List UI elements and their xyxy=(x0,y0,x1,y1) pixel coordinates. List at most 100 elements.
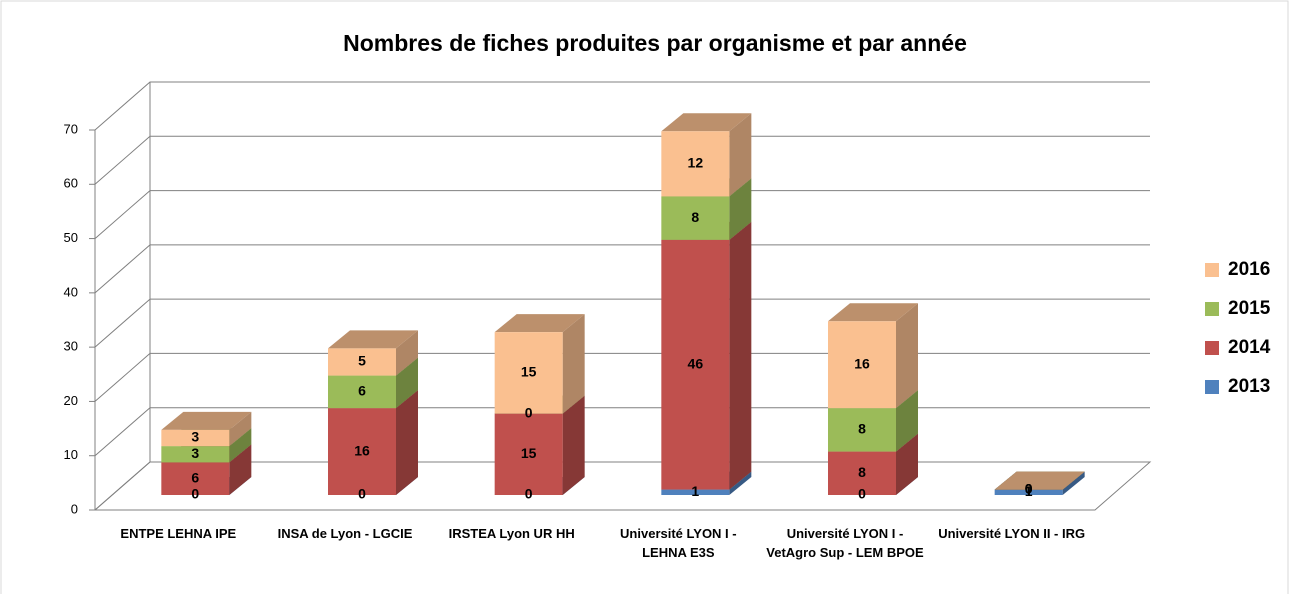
bar-side xyxy=(729,471,752,495)
data-label: 0 xyxy=(1025,480,1033,496)
bar-segment xyxy=(328,330,418,376)
data-label: 1 xyxy=(1025,483,1033,499)
grid-line xyxy=(94,461,1150,511)
grid-line xyxy=(94,352,1150,402)
bar-front xyxy=(661,489,730,495)
bar-front xyxy=(494,413,563,495)
bar-front xyxy=(328,375,396,409)
data-label: 16 xyxy=(354,442,370,458)
x-tick-label: Université LYON I - VetAgro Sup - LEM BP… xyxy=(766,526,924,560)
data-label: 8 xyxy=(858,464,866,480)
legend-label: 2014 xyxy=(1228,337,1271,358)
grid-line xyxy=(94,190,1150,239)
bar-segment xyxy=(661,221,752,490)
bar-segment xyxy=(328,390,418,495)
data-label: 3 xyxy=(191,445,199,461)
grid-line xyxy=(94,135,1150,185)
bar-side xyxy=(562,314,585,414)
bar-side xyxy=(1062,471,1085,495)
data-label: 8 xyxy=(691,209,699,225)
data-label: 0 xyxy=(1025,480,1033,496)
bar-front xyxy=(828,408,896,452)
bar-front xyxy=(828,451,896,495)
data-label: 6 xyxy=(191,469,199,485)
bar-front xyxy=(494,332,563,414)
data-label: 46 xyxy=(688,355,704,371)
bar-side xyxy=(562,395,585,495)
grid-line xyxy=(94,407,1150,457)
x-tick-label: ENTPE LEHNA IPE xyxy=(120,526,237,541)
bar-top xyxy=(828,303,918,322)
grid-line xyxy=(94,298,1150,348)
data-label: 3 xyxy=(191,429,199,445)
bar-front xyxy=(828,321,896,409)
bar-side xyxy=(396,390,418,495)
legend-swatch xyxy=(1205,380,1219,394)
bar-front xyxy=(328,348,396,376)
y-tick-label: 30 xyxy=(64,339,78,354)
bar-side xyxy=(896,303,918,409)
bar-segment xyxy=(494,314,585,414)
x-tick-label: IRSTEA Lyon UR HH xyxy=(448,526,575,541)
bar-side xyxy=(396,330,418,376)
bar-front xyxy=(328,408,396,495)
bar-top xyxy=(661,113,752,132)
legend-label: 2013 xyxy=(1228,376,1270,397)
data-label: 0 xyxy=(525,486,533,502)
bar-segment xyxy=(828,303,918,409)
bar-front xyxy=(994,489,1063,495)
data-label: 16 xyxy=(854,355,870,371)
data-label: 0 xyxy=(358,486,366,502)
bar-segment xyxy=(161,411,252,447)
bar-segment xyxy=(994,471,1085,490)
bar-side xyxy=(729,178,752,240)
legend-swatch xyxy=(1205,302,1219,316)
bar-side xyxy=(896,433,918,495)
data-label: 0 xyxy=(191,486,199,502)
floor xyxy=(93,461,1152,511)
data-label: 1 xyxy=(691,483,699,499)
bar-side xyxy=(729,221,752,490)
data-label: 8 xyxy=(858,421,866,437)
bar-front xyxy=(661,131,730,197)
legend-swatch xyxy=(1205,341,1219,355)
bar-side xyxy=(396,357,418,409)
y-tick-label: 0 xyxy=(71,501,78,516)
data-label: 0 xyxy=(1025,480,1033,496)
legend-swatch xyxy=(1205,263,1219,277)
bar-top xyxy=(161,411,252,430)
y-tick-label: 20 xyxy=(64,393,78,408)
data-label: 0 xyxy=(525,404,533,420)
y-tick-label: 70 xyxy=(64,121,78,136)
bar-side xyxy=(729,113,752,197)
y-tick-label: 60 xyxy=(64,176,78,191)
grid-line xyxy=(94,244,1150,294)
bar-front xyxy=(161,446,230,463)
bar-front xyxy=(161,462,230,495)
legend-label: 2015 xyxy=(1228,298,1271,319)
bar-front xyxy=(161,429,230,447)
data-label: 12 xyxy=(688,155,704,171)
bar-side xyxy=(896,390,918,452)
data-label: 15 xyxy=(521,364,537,380)
data-label: 5 xyxy=(358,353,366,369)
x-tick-label: INSA de Lyon - LGCIE xyxy=(277,526,413,541)
data-label: 15 xyxy=(521,445,537,461)
grid-line xyxy=(94,81,1150,131)
x-tick-label: Université LYON I - LEHNA E3S xyxy=(620,526,737,560)
chart-title: Nombres de fiches produites par organism… xyxy=(343,30,967,56)
bar-segment xyxy=(661,113,752,197)
bar-side xyxy=(229,411,252,447)
x-tick-label: Université LYON II - IRG xyxy=(938,526,1086,541)
bar-side xyxy=(229,444,252,495)
data-label: 0 xyxy=(858,486,866,502)
bar-top xyxy=(494,314,585,333)
bar-front xyxy=(661,239,730,490)
y-tick-label: 10 xyxy=(64,447,78,462)
y-tick-label: 50 xyxy=(64,230,78,245)
y-tick-label: 40 xyxy=(64,284,78,299)
bar-top xyxy=(994,471,1085,490)
bar-side xyxy=(229,428,252,463)
